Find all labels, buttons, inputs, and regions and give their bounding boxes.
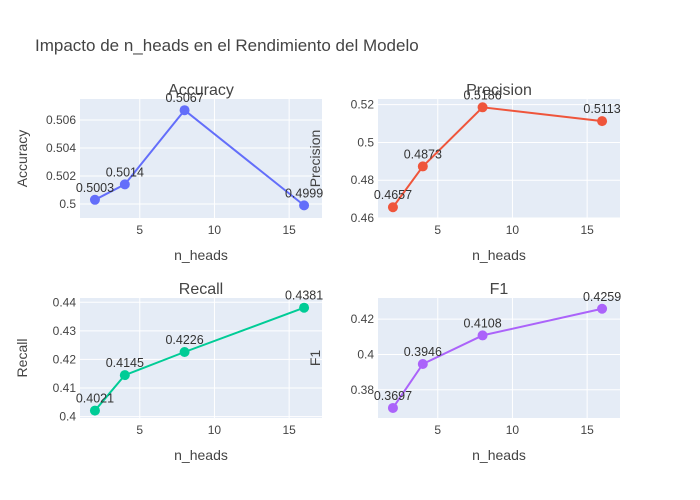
subplot-title: Accuracy <box>168 82 234 99</box>
data-label: 0.5003 <box>76 181 114 195</box>
x-tick-label: 10 <box>506 223 520 237</box>
data-label: 0.4873 <box>404 147 442 161</box>
y-tick-label: 0.41 <box>53 381 77 395</box>
subplot-recall: 5 10 15 0.4 0.41 0.42 0.43 0.44 0.4021 0.4145 0.42… <box>14 281 323 463</box>
x-tick-label: 5 <box>434 223 441 237</box>
data-label: 0.4021 <box>76 392 114 406</box>
y-tick-label: 0.4 <box>357 347 374 361</box>
y-axis-label: Precision <box>307 130 323 188</box>
subplot-precision: 5 10 15 0.46 0.48 0.5 0.52 0.4657 0.4873 0.5186 0.… <box>307 82 621 263</box>
y-axis-label: Recall <box>14 339 30 378</box>
subplot-accuracy: 5 10 15 0.5 0.502 0.504 0.506 0.5003 0.5014 0.506… <box>14 82 323 263</box>
data-point <box>597 116 608 127</box>
y-tick-label: 0.48 <box>351 173 375 187</box>
x-tick-label: 5 <box>434 423 441 437</box>
y-tick-label: 0.38 <box>351 383 375 397</box>
data-point <box>119 370 130 381</box>
data-point <box>89 194 100 205</box>
x-axis-label: n_heads <box>472 447 526 463</box>
data-point <box>477 330 488 341</box>
x-axis-label: n_heads <box>174 447 228 463</box>
data-label: 0.4657 <box>374 188 412 202</box>
data-label: 0.4145 <box>106 356 144 370</box>
data-label: 0.3697 <box>374 389 412 403</box>
data-label: 0.4259 <box>583 290 621 304</box>
y-tick-label: 0.43 <box>53 324 77 338</box>
y-tick-label: 0.44 <box>53 295 77 309</box>
subplot-title: Precision <box>466 82 532 99</box>
y-tick-label: 0.46 <box>351 211 375 225</box>
plot-background <box>80 298 322 418</box>
y-tick-label: 0.5 <box>357 135 374 149</box>
x-tick-label: 15 <box>580 223 594 237</box>
y-tick-label: 0.42 <box>53 352 77 366</box>
y-axis-label: Accuracy <box>14 130 30 188</box>
data-point <box>417 161 428 172</box>
y-tick-label: 0.5 <box>59 197 76 211</box>
x-axis-label: n_heads <box>174 247 228 263</box>
data-point <box>387 202 398 213</box>
data-point <box>417 359 428 369</box>
x-tick-label: 10 <box>208 223 222 237</box>
x-tick-label: 10 <box>208 423 222 437</box>
y-tick-label: 0.502 <box>46 169 76 183</box>
y-tick-label: 0.4 <box>59 410 76 424</box>
subplot-f1: 5 10 15 0.38 0.4 0.42 0.3697 0.3946 0.4108 0.4259… <box>307 281 621 463</box>
data-point <box>299 200 310 211</box>
y-tick-label: 0.504 <box>46 141 76 155</box>
x-axis-label: n_heads <box>472 247 526 263</box>
y-tick-label: 0.52 <box>351 98 375 112</box>
data-label: 0.4108 <box>463 316 501 330</box>
plot-background <box>378 298 620 418</box>
x-tick-label: 15 <box>282 423 296 437</box>
data-label: 0.4999 <box>285 186 323 200</box>
x-tick-label: 15 <box>282 223 296 237</box>
figure-title: Impacto de n_heads en el Rendimiento del… <box>35 36 419 55</box>
subplot-title: F1 <box>490 281 509 298</box>
data-point <box>299 302 310 313</box>
y-axis-label: F1 <box>307 350 323 367</box>
data-label: 0.5014 <box>106 165 144 179</box>
data-label: 0.3946 <box>404 345 442 359</box>
plot-background <box>80 99 322 218</box>
data-point <box>597 303 608 314</box>
series-line <box>94 306 305 412</box>
data-point <box>119 179 130 190</box>
y-tick-label: 0.42 <box>351 312 375 326</box>
data-label: 0.5067 <box>165 91 203 105</box>
data-point <box>179 347 190 357</box>
data-label: 0.5113 <box>583 102 620 116</box>
data-label: 0.4226 <box>165 333 203 347</box>
x-tick-label: 5 <box>136 423 143 437</box>
x-tick-label: 10 <box>506 423 520 437</box>
subplot-grid: 5 10 15 0.5 0.502 0.504 0.506 0.5003 0.5014 0.506… <box>14 82 621 463</box>
y-tick-label: 0.506 <box>46 113 76 127</box>
series-line <box>392 307 603 409</box>
x-tick-label: 15 <box>580 423 594 437</box>
x-tick-label: 5 <box>136 223 143 237</box>
data-point <box>477 102 488 113</box>
data-label: 0.4381 <box>285 289 323 303</box>
data-point <box>89 405 100 416</box>
subplot-title: Recall <box>179 281 223 298</box>
data-point <box>387 402 398 413</box>
data-label: 0.5186 <box>463 88 501 102</box>
series-line <box>94 109 305 207</box>
data-point <box>179 105 190 116</box>
series-line <box>392 106 603 208</box>
